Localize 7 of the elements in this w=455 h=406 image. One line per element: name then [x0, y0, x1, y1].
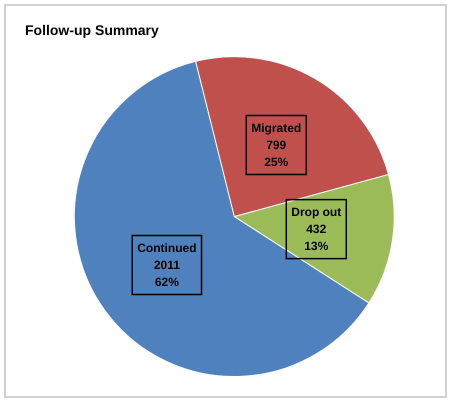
data-label: 432 13% [304, 222, 329, 254]
chart-title: Follow-up Summary [25, 22, 159, 38]
slice-label: Continued [137, 240, 197, 255]
data-label: 2011 62% [154, 258, 180, 289]
slice-label: Migrated [251, 121, 302, 136]
data-label: 799 25% [264, 138, 289, 170]
slice-label: Drop out [291, 205, 342, 220]
